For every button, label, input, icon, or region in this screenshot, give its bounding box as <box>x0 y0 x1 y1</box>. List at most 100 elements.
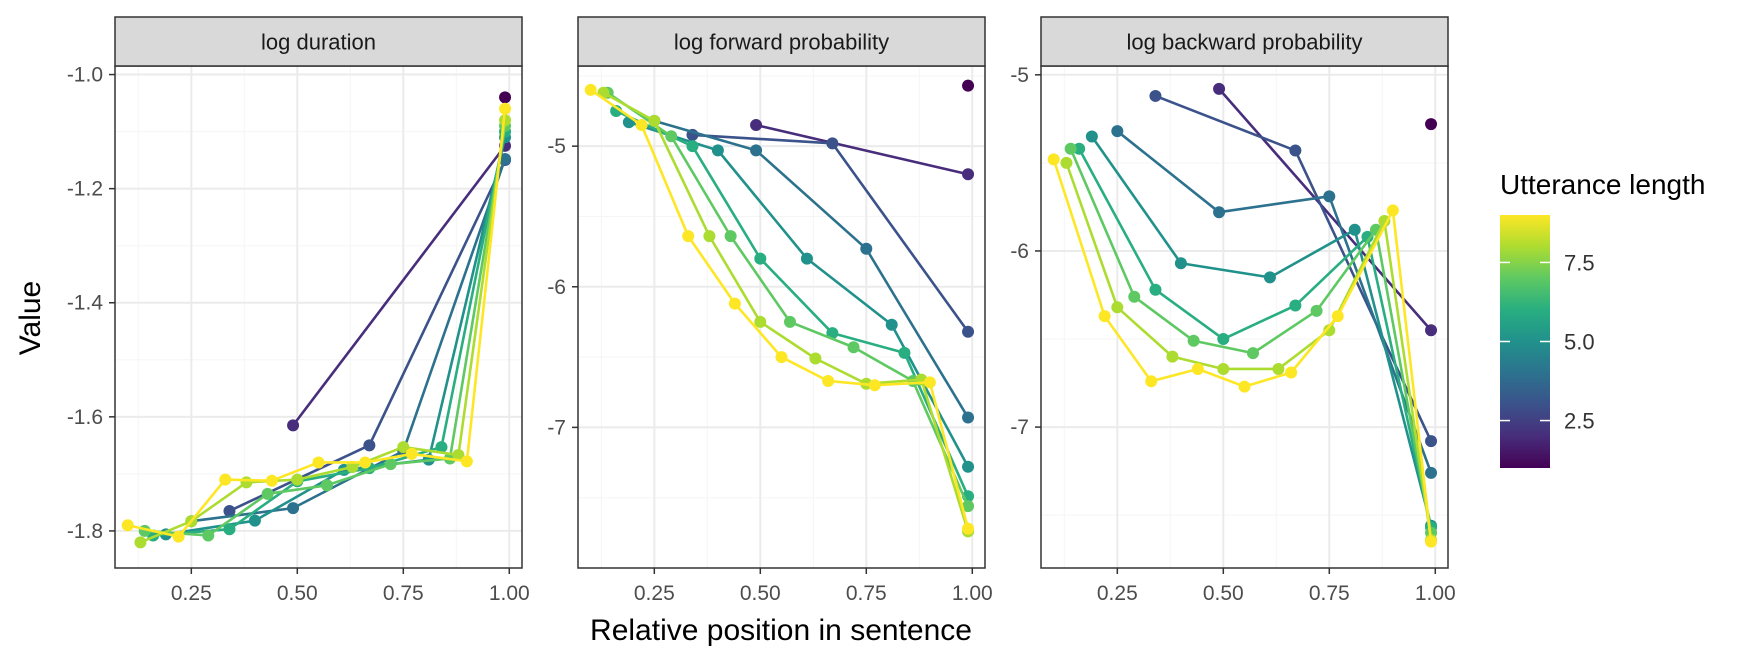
data-point-length-4 <box>962 411 975 424</box>
x-tick-label: 0.75 <box>383 582 424 605</box>
facet-strip <box>114 16 523 67</box>
data-point-length-2 <box>287 419 300 432</box>
series-line-length-8 <box>602 91 970 532</box>
data-point-length-9 <box>172 530 185 543</box>
data-point-length-7 <box>847 341 860 354</box>
data-point-length-1 <box>499 91 512 104</box>
data-point-length-9 <box>1425 535 1438 548</box>
y-tick-label: -1.0 <box>67 64 103 87</box>
series-line-length-4 <box>1116 130 1433 474</box>
y-tick-label: -1.8 <box>67 520 103 543</box>
x-tick-label: 1.00 <box>1415 582 1456 605</box>
data-point-length-4 <box>1213 206 1226 219</box>
x-axis-title: Relative position in sentence <box>590 614 972 647</box>
x-tick-label: 0.75 <box>1309 582 1350 605</box>
facet-strip <box>1040 16 1449 67</box>
data-point-length-8 <box>703 230 716 243</box>
data-point-length-6 <box>1149 283 1162 296</box>
data-point-length-6 <box>1289 299 1302 312</box>
x-tick-label: 0.25 <box>1097 582 1138 605</box>
data-point-length-9 <box>1191 362 1204 375</box>
facet-panel-1: 0.25 0.50 0.75 1.00 -1.8 -1.6 -1.4 -1.2 -1.0 log … <box>67 16 530 605</box>
data-point-length-2 <box>1213 82 1226 95</box>
data-point-length-8 <box>1217 362 1230 375</box>
data-point-length-4 <box>1323 190 1336 203</box>
y-tick-label: -1.2 <box>67 178 103 201</box>
data-point-length-8 <box>1111 301 1124 314</box>
data-point-length-6 <box>686 140 699 153</box>
data-point-length-7 <box>783 315 796 328</box>
data-point-length-9 <box>775 351 788 364</box>
legend-tick-label: 7.5 <box>1564 250 1595 275</box>
y-axis-title: Value <box>14 281 47 356</box>
data-point-length-2 <box>750 119 763 132</box>
legend-tick-label: 5.0 <box>1564 330 1595 355</box>
data-point-length-6 <box>754 252 767 265</box>
series-line-length-8 <box>1065 162 1433 541</box>
data-point-length-7 <box>320 479 333 492</box>
series-line-length-6 <box>1078 148 1433 528</box>
data-point-length-8 <box>134 536 147 549</box>
data-point-length-7 <box>261 487 274 500</box>
data-point-length-4 <box>860 242 873 255</box>
y-tick-label: -7 <box>1010 416 1029 439</box>
data-point-length-8 <box>240 476 253 489</box>
legend-title: Utterance length <box>1500 169 1705 200</box>
x-tick-label: 0.75 <box>846 582 887 605</box>
data-point-length-5 <box>711 144 724 157</box>
data-point-length-9 <box>359 456 372 469</box>
y-tick-label: -5 <box>547 135 566 158</box>
data-point-length-8 <box>1378 215 1391 228</box>
data-point-length-9 <box>1238 380 1251 393</box>
data-point-length-3 <box>962 325 975 338</box>
data-point-length-9 <box>635 119 648 132</box>
data-point-length-8 <box>1060 156 1073 169</box>
y-tick-label: -1.4 <box>67 292 104 315</box>
data-point-length-8 <box>1272 362 1285 375</box>
data-point-length-3 <box>1289 144 1302 157</box>
y-tick-label: -6 <box>547 276 566 299</box>
data-point-length-9 <box>1285 366 1298 379</box>
data-point-length-9 <box>121 519 134 532</box>
y-tick-label: -6 <box>1010 240 1029 263</box>
data-point-length-9 <box>682 230 695 243</box>
x-tick-label: 0.50 <box>740 582 781 605</box>
data-point-length-9 <box>405 447 418 460</box>
data-point-length-9 <box>219 473 232 486</box>
data-point-length-3 <box>826 137 839 150</box>
facet-strip-label: log backward probability <box>1126 30 1362 55</box>
data-point-length-7 <box>1064 142 1077 155</box>
data-point-length-4 <box>1111 125 1124 138</box>
data-point-length-7 <box>1246 347 1259 360</box>
data-point-length-9 <box>460 455 473 468</box>
facet-strip-label: log duration <box>261 30 376 55</box>
data-point-length-3 <box>1425 435 1438 448</box>
data-point-length-7 <box>724 230 737 243</box>
data-point-length-7 <box>665 130 678 143</box>
data-point-length-5 <box>962 460 975 473</box>
y-tick-label: -1.6 <box>67 406 103 429</box>
data-point-length-9 <box>1386 204 1399 217</box>
legend: Utterance length 2.5 5.0 7.5 <box>1500 169 1705 468</box>
data-point-length-9 <box>728 297 741 310</box>
x-tick-label: 1.00 <box>952 582 993 605</box>
data-point-length-8 <box>754 315 767 328</box>
series-line-length-2 <box>755 123 969 176</box>
x-tick-label: 0.25 <box>634 582 675 605</box>
data-point-length-3 <box>1149 89 1162 102</box>
data-point-length-2 <box>1425 324 1438 337</box>
x-tick-label: 0.25 <box>171 582 212 605</box>
data-point-length-9 <box>265 474 278 487</box>
data-point-length-7 <box>962 500 975 513</box>
data-point-length-5 <box>1085 130 1098 143</box>
facet-panel-2: 0.25 0.50 0.75 1.00 -7 -6 -5 log forward probab… <box>547 16 993 605</box>
data-point-length-9 <box>868 379 881 392</box>
x-tick-label: 0.50 <box>1203 582 1244 605</box>
data-point-length-8 <box>452 449 465 462</box>
data-point-length-9 <box>822 374 835 387</box>
data-point-length-8 <box>648 114 661 127</box>
data-point-length-7 <box>1128 290 1141 303</box>
series-line-length-2 <box>292 145 507 427</box>
data-point-length-4 <box>1425 466 1438 479</box>
